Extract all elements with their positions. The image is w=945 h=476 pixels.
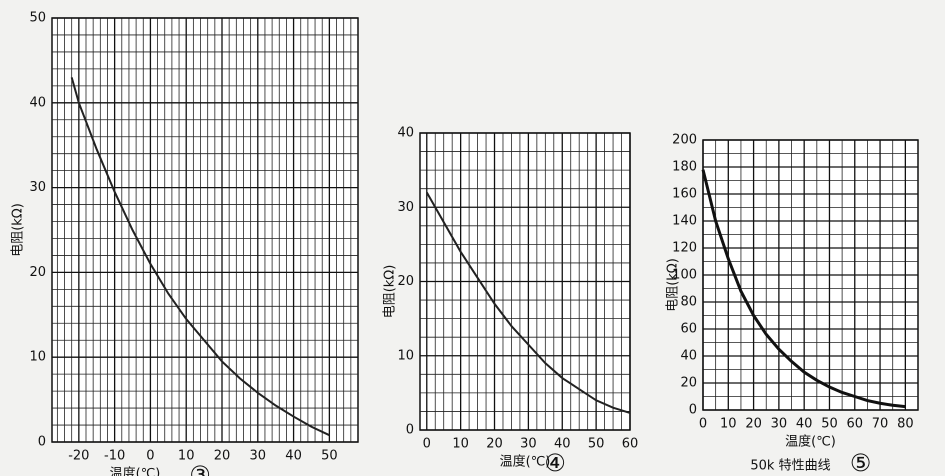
y-tick-label: 140 (672, 214, 697, 229)
curve (70, 77, 330, 437)
figure-marker: ⑤ (850, 449, 872, 476)
curve (425, 191, 631, 414)
y-axis-label: 电阻(kΩ) (11, 203, 26, 257)
y-tick-label: 0 (689, 403, 697, 418)
y-axis-label: 电阻(kΩ) (666, 258, 681, 312)
x-axis-label: 温度(℃) (785, 434, 836, 450)
x-tick-label: 20 (745, 417, 762, 432)
curve (701, 169, 906, 409)
x-tick-label: 30 (250, 449, 267, 464)
x-tick-label: 70 (872, 417, 889, 432)
x-tick-label: 30 (520, 437, 537, 452)
y-tick-label: 30 (397, 200, 414, 215)
figure-marker: ④ (544, 449, 566, 476)
x-tick-label: 0 (423, 437, 431, 452)
x-tick-label: -20 (68, 449, 89, 464)
x-tick-label: 40 (796, 417, 813, 432)
y-tick-label: 10 (29, 350, 46, 365)
y-tick-label: 100 (672, 268, 697, 283)
x-tick-label: 60 (622, 437, 639, 452)
x-tick-label: 10 (452, 437, 469, 452)
x-axis-label: 温度(℃) (500, 454, 551, 470)
y-tick-label: 40 (29, 95, 46, 110)
x-tick-label: 0 (146, 449, 154, 464)
y-tick-label: 10 (397, 348, 414, 363)
x-tick-label: -10 (104, 449, 125, 464)
x-tick-label: 10 (178, 449, 195, 464)
y-tick-label: 160 (672, 187, 697, 202)
x-tick-label: 40 (285, 449, 302, 464)
x-tick-label: 0 (699, 417, 707, 432)
y-tick-label: 80 (680, 295, 697, 310)
y-tick-label: 20 (680, 376, 697, 391)
x-tick-label: 60 (846, 417, 863, 432)
y-tick-label: 40 (680, 349, 697, 364)
y-tick-label: 0 (406, 423, 414, 438)
x-tick-label: 50 (588, 437, 605, 452)
x-tick-label: 50 (821, 417, 838, 432)
x-tick-label: 20 (214, 449, 231, 464)
y-tick-label: 50 (29, 11, 46, 26)
x-axis-label: 温度(℃) (110, 466, 161, 476)
chart-title: 50k 特性曲线 (750, 459, 830, 474)
x-tick-label: 40 (554, 437, 571, 452)
x-tick-label: 20 (486, 437, 503, 452)
plot-area (51, 17, 359, 443)
y-tick-label: 30 (29, 180, 46, 195)
y-tick-label: 200 (672, 133, 697, 148)
y-tick-label: 120 (672, 241, 697, 256)
x-tick-label: 50 (321, 449, 338, 464)
y-tick-label: 180 (672, 160, 697, 175)
x-tick-label: 80 (897, 417, 914, 432)
y-tick-label: 20 (29, 265, 46, 280)
x-tick-label: 10 (720, 417, 737, 432)
y-tick-label: 40 (397, 126, 414, 141)
figure-marker: ③ (189, 461, 211, 476)
y-tick-label: 20 (397, 274, 414, 289)
y-tick-label: 0 (38, 435, 46, 450)
y-tick-label: 60 (680, 322, 697, 337)
y-axis-label: 电阻(kΩ) (383, 265, 398, 319)
x-tick-label: 30 (771, 417, 788, 432)
